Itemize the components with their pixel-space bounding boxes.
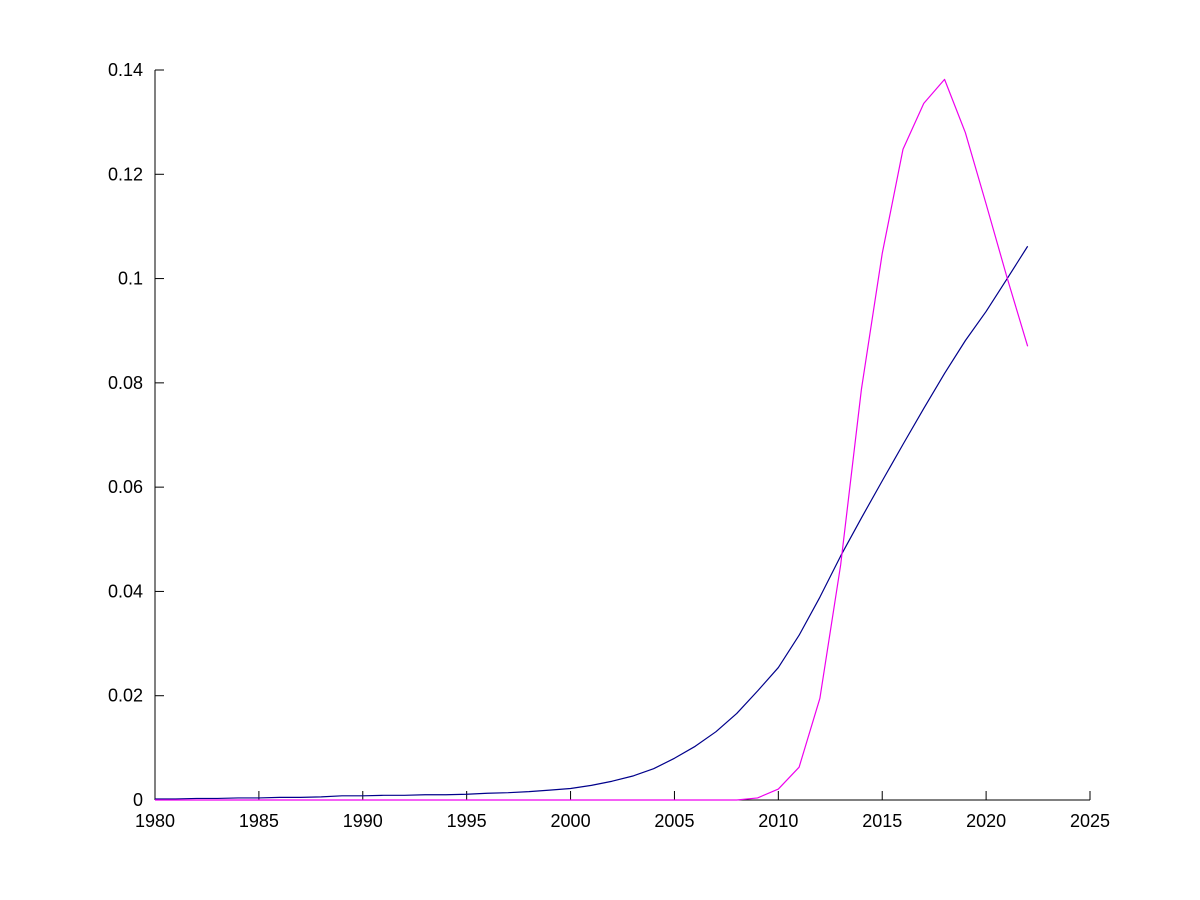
x-tick-label: 2000	[551, 811, 591, 831]
y-tick-label: 0	[133, 790, 143, 810]
y-tick-label: 0.06	[108, 477, 143, 497]
series-magenta-spike	[155, 78, 1029, 801]
x-tick-label: 1990	[343, 811, 383, 831]
y-tick-label: 0.1	[118, 269, 143, 289]
x-tick-label: 1980	[135, 811, 175, 831]
y-tick-label: 0.04	[108, 581, 143, 601]
series-blue-smooth-growth	[155, 245, 1029, 800]
y-tick-label: 0.12	[108, 164, 143, 184]
x-tick-label: 1995	[447, 811, 487, 831]
x-tick-label: 2015	[862, 811, 902, 831]
x-tick-label: 2010	[758, 811, 798, 831]
x-tick-label: 2005	[654, 811, 694, 831]
x-tick-label: 2020	[966, 811, 1006, 831]
y-tick-label: 0.02	[108, 686, 143, 706]
x-tick-label: 2025	[1070, 811, 1110, 831]
y-tick-label: 0.08	[108, 373, 143, 393]
x-tick-label: 1985	[239, 811, 279, 831]
y-tick-label: 0.14	[108, 60, 143, 80]
